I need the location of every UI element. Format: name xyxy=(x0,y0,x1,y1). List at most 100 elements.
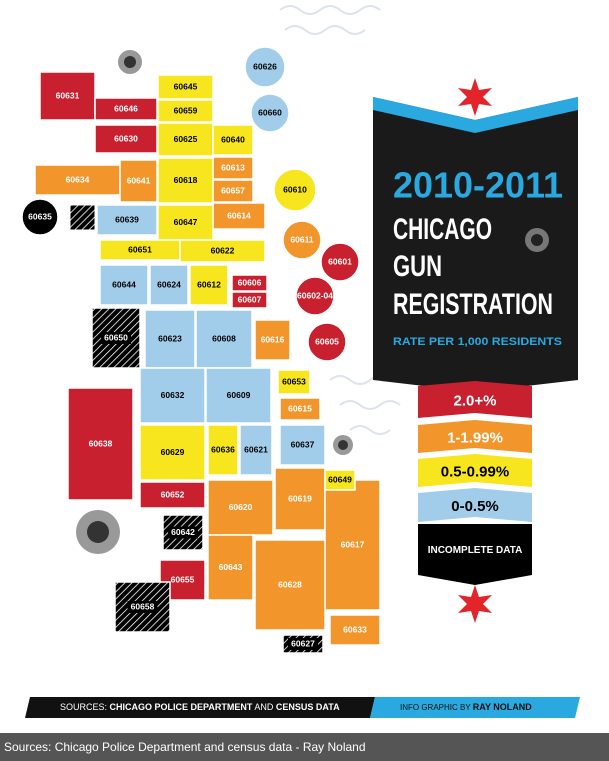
legend-label: 0.5-0.99% xyxy=(441,463,509,480)
zip-label: 60626 xyxy=(253,61,277,71)
zip-label: 60649 xyxy=(328,474,352,484)
zip-area xyxy=(139,424,206,481)
zip-callout xyxy=(273,168,317,212)
banner xyxy=(373,78,578,623)
title-years: 2010-2011 xyxy=(393,165,563,206)
zip-label: 60651 xyxy=(128,244,152,254)
legend-label: 0-0.5% xyxy=(451,498,499,515)
zip-area xyxy=(157,204,214,241)
legend-label: INCOMPLETE DATA xyxy=(428,545,523,556)
zip-label: 60615 xyxy=(288,403,312,413)
zip-label: 60652 xyxy=(161,489,185,499)
zip-area xyxy=(231,274,268,292)
zip-label: 60632 xyxy=(161,390,185,400)
zip-area xyxy=(254,319,291,361)
zip-label: 60659 xyxy=(174,105,198,115)
zip-label: 60601 xyxy=(328,256,352,266)
footer: SOURCES: CHICAGO POLICE DEPARTMENT AND C… xyxy=(25,697,580,718)
zip-label: 60657 xyxy=(221,185,245,195)
zip-area xyxy=(159,559,206,601)
credit-prefix: INFO GRAPHIC BY xyxy=(400,703,471,712)
zip-label: 60628 xyxy=(278,579,302,589)
zip-label: 60622 xyxy=(211,245,235,255)
zip-callout xyxy=(21,198,59,236)
zip-label: 60617 xyxy=(341,539,365,549)
zip-area xyxy=(277,369,311,395)
footer-credit: INFO GRAPHIC BY RAY NOLAND xyxy=(400,702,532,712)
zip-area xyxy=(114,581,171,633)
zip-area xyxy=(39,71,96,121)
zip-label: 60611 xyxy=(290,234,313,244)
zip-label: 60609 xyxy=(227,390,251,400)
zip-area xyxy=(157,99,214,123)
footer-source: CENSUS DATA xyxy=(276,702,340,712)
zip-area xyxy=(329,614,381,646)
zip-callout xyxy=(250,93,290,133)
zip-label: 60624 xyxy=(157,279,181,289)
zip-label: 60618 xyxy=(174,175,198,185)
legend-label: 2.0+% xyxy=(454,392,497,409)
zip-label: 60613 xyxy=(221,162,245,172)
zip-label: 60638 xyxy=(89,438,113,448)
zip-label: 60614 xyxy=(227,210,251,220)
footer-sources: SOURCES: CHICAGO POLICE DEPARTMENT AND C… xyxy=(60,702,340,712)
zip-area xyxy=(69,204,96,231)
title-line: GUN xyxy=(393,250,442,283)
zip-area xyxy=(324,469,356,491)
zip-area xyxy=(179,239,266,263)
zip-label: 60629 xyxy=(161,447,185,457)
zip-area xyxy=(99,264,149,306)
zip-area xyxy=(279,424,326,466)
zip-label: 60621 xyxy=(244,444,268,454)
zip-label: 60646 xyxy=(114,103,138,113)
footer-joiner: AND xyxy=(254,702,274,712)
zip-label: 60643 xyxy=(219,562,243,572)
zip-label-bg xyxy=(168,526,198,539)
zip-label: 60607 xyxy=(238,294,262,304)
zip-label: 60623 xyxy=(158,333,182,343)
zip-callout xyxy=(307,322,347,362)
zip-label: 60605 xyxy=(315,336,339,346)
zip-area xyxy=(254,539,326,631)
zip-callout xyxy=(282,220,322,260)
zip-area xyxy=(67,387,134,501)
zip-label: 60639 xyxy=(115,214,139,224)
zip-area xyxy=(139,367,206,424)
map: 60631 60646 60630 60601 60606 60607 60602-04 60… xyxy=(21,46,381,654)
zip-label: 60608 xyxy=(212,333,236,343)
legend-swatch xyxy=(418,488,532,522)
zip-area xyxy=(274,467,326,531)
zip-area xyxy=(94,97,158,121)
zip-area xyxy=(157,74,214,100)
zip-label: 60627 xyxy=(291,638,315,648)
credit-name: RAY NOLAND xyxy=(473,702,533,712)
zip-label: 60634 xyxy=(66,174,90,184)
zip-label-bg xyxy=(127,601,158,613)
infographic: 2010-2011 CHICAGO GUN REGISTRATION RATE … xyxy=(21,5,580,718)
zip-callout xyxy=(244,46,286,88)
caption: Sources: Chicago Police Department and c… xyxy=(0,733,609,761)
zip-label: 60620 xyxy=(229,502,253,512)
zip-area xyxy=(189,264,229,306)
zip-label: 60642 xyxy=(171,527,195,537)
zip-area xyxy=(239,424,273,476)
zip-label: 60606 xyxy=(238,277,262,287)
zip-label: 60653 xyxy=(282,376,306,386)
zip-label: 60647 xyxy=(174,217,198,227)
footer-prefix: SOURCES: xyxy=(60,702,107,712)
zip-label: 60655 xyxy=(171,574,195,584)
zip-area xyxy=(96,204,158,236)
zip-area xyxy=(212,124,254,156)
zip-area xyxy=(231,291,268,309)
legend-swatch xyxy=(418,420,532,453)
zip-callout xyxy=(320,242,360,282)
zip-label: 60610 xyxy=(283,184,307,194)
legend-swatch xyxy=(418,381,532,418)
legend-label: 1-1.99% xyxy=(447,429,503,446)
zip-area xyxy=(207,424,239,476)
waves xyxy=(279,5,401,435)
legend-swatch xyxy=(418,524,532,585)
zip-area xyxy=(207,534,254,601)
zip-area xyxy=(157,157,214,204)
zip-area xyxy=(195,309,253,369)
